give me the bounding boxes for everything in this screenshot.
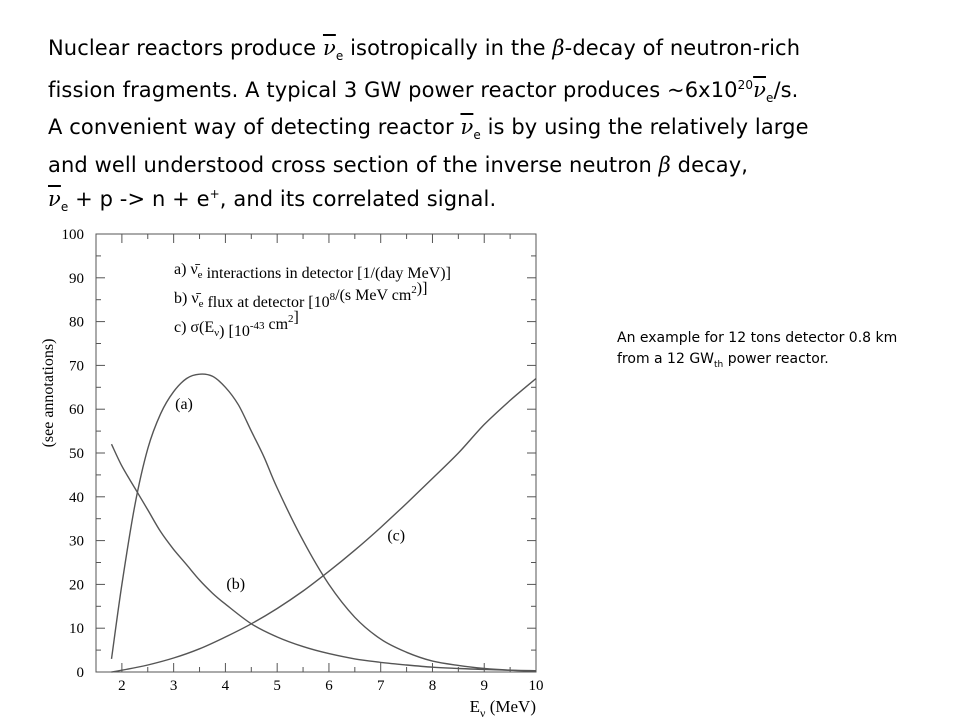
legend-entry: a) ν̄e interactions in detector [1/(day … xyxy=(174,261,451,282)
x-tick-label: 5 xyxy=(273,678,281,694)
curve-label: (c) xyxy=(387,528,405,545)
intro-line-1: Nuclear reactors produce νe isotropicall… xyxy=(48,34,928,71)
text: and well understood cross section of the… xyxy=(48,152,659,177)
y-tick-label: 80 xyxy=(69,315,84,331)
intro-line-4: and well understood cross section of the… xyxy=(48,151,928,180)
subscript-e: e xyxy=(473,128,481,143)
curve-labels: (a) (b) (c) xyxy=(175,396,405,593)
text: -decay of neutron-rich xyxy=(564,36,801,60)
beta-symbol: β xyxy=(658,152,671,177)
caption-text: power reactor. xyxy=(723,351,829,367)
x-tick-label: 6 xyxy=(325,678,333,694)
antineutrino-symbol: ν xyxy=(48,186,61,211)
intro-line-2: fission fragments. A typical 3 GW power … xyxy=(48,71,928,113)
y-tick-label: 0 xyxy=(77,665,85,681)
y-tick-label: 30 xyxy=(69,534,84,550)
text: fission fragments. A typical 3 GW power … xyxy=(48,78,738,103)
text: /s. xyxy=(773,78,799,103)
y-tick-label: 100 xyxy=(62,227,85,243)
antineutrino-symbol: ν xyxy=(322,36,336,60)
intro-paragraph: Nuclear reactors produce νe isotropicall… xyxy=(48,34,928,222)
exponent: 20 xyxy=(737,78,754,93)
curve-label: (b) xyxy=(226,576,245,593)
intro-line-5: νe + p -> n + e+, and its correlated sig… xyxy=(48,180,928,222)
x-tick-label: 9 xyxy=(480,678,488,694)
x-tick-label: 8 xyxy=(429,678,437,694)
series-line-a xyxy=(110,373,537,672)
y-tick-label: 10 xyxy=(69,621,84,637)
text: isotropically in the xyxy=(343,36,553,60)
text: A convenient way of detecting reactor xyxy=(48,115,461,140)
subscript-e: e xyxy=(335,49,344,64)
x-tick-label: 2 xyxy=(118,678,126,694)
x-tick-label: 7 xyxy=(377,678,385,694)
series-line-c xyxy=(111,377,537,673)
y-tick-label: 90 xyxy=(69,271,84,287)
text: + p -> n + e xyxy=(68,186,210,211)
subscript-e: e xyxy=(765,91,774,106)
caption-subscript: th xyxy=(714,359,724,370)
antineutrino-symbol: ν xyxy=(460,115,474,140)
chart-legend: a) ν̄e interactions in detector [1/(day … xyxy=(174,261,451,340)
x-tick-label: 3 xyxy=(170,678,178,694)
text: , and its correlated signal. xyxy=(219,186,497,211)
y-tick-label: 40 xyxy=(69,490,84,506)
text: Nuclear reactors produce xyxy=(48,36,323,60)
legend-entry: c) σ(Eν) [10-43 cm2] xyxy=(174,309,299,340)
x-axis-label: Eν (MeV) xyxy=(470,697,536,720)
y-tick-label: 20 xyxy=(69,577,84,593)
text: is by using the relatively large xyxy=(480,115,809,140)
x-tick-label: 4 xyxy=(222,678,230,694)
y-tick-label: 70 xyxy=(69,358,84,374)
y-tick-label: 50 xyxy=(69,446,84,462)
positron-charge: + xyxy=(209,186,220,201)
chart-caption: An example for 12 tons detector 0.8 km f… xyxy=(617,328,917,376)
caption-text: An example for 12 tons detector 0.8 km f… xyxy=(617,330,898,367)
y-tick-label: 60 xyxy=(69,402,84,418)
beta-symbol: β xyxy=(552,36,565,60)
y-axis-label: (see annotations) xyxy=(40,339,57,448)
subscript-e: e xyxy=(60,199,69,214)
text: decay, xyxy=(670,152,749,177)
chart-curves xyxy=(110,373,537,673)
x-tick-label: 10 xyxy=(529,678,544,694)
curve-label: (a) xyxy=(175,396,193,413)
legend-entry: b) ν̄e flux at detector [108/(s MeV cm2)… xyxy=(174,280,427,311)
antineutrino-symbol: ν xyxy=(753,78,766,103)
intro-line-3: A convenient way of detecting reactor νe… xyxy=(48,113,928,150)
series-line-b xyxy=(110,443,537,672)
